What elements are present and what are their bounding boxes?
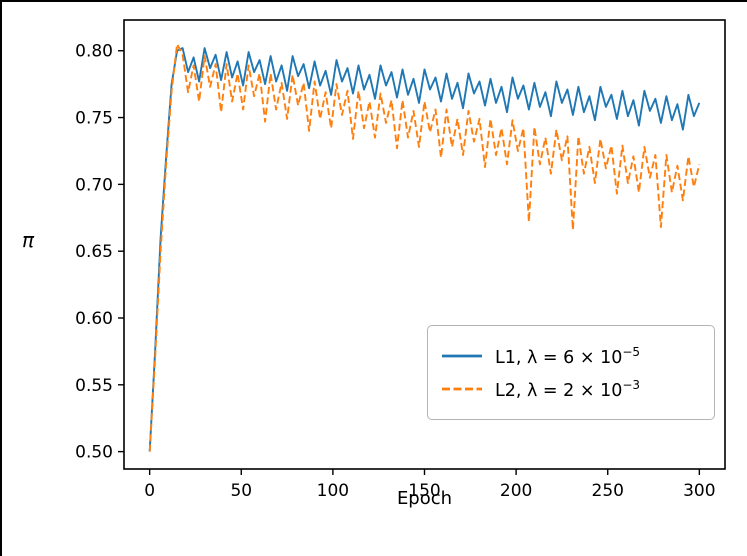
legend-label-l1: L1, λ = 6 × 10−5 bbox=[495, 345, 640, 368]
legend-label-l1-exp: −5 bbox=[622, 344, 641, 359]
y-axis-label: π bbox=[22, 228, 35, 252]
svg-text:100: 100 bbox=[317, 481, 349, 501]
svg-text:50: 50 bbox=[230, 481, 252, 501]
svg-text:0.50: 0.50 bbox=[75, 443, 113, 463]
svg-text:0.60: 0.60 bbox=[75, 309, 113, 329]
svg-text:0: 0 bbox=[144, 481, 155, 501]
legend-label-l2-exp: −3 bbox=[622, 377, 641, 392]
svg-text:0.75: 0.75 bbox=[75, 109, 113, 129]
x-axis-label: Epoch bbox=[396, 488, 453, 509]
legend-label-l2-main: L2, λ = 2 × 10 bbox=[495, 380, 623, 401]
legend-label-l1-main: L1, λ = 6 × 10 bbox=[495, 347, 623, 368]
svg-text:300: 300 bbox=[683, 481, 715, 501]
svg-text:0.70: 0.70 bbox=[75, 175, 113, 195]
legend-item-l2: L2, λ = 2 × 10−3 bbox=[441, 378, 714, 401]
legend-label-l2: L2, λ = 2 × 10−3 bbox=[495, 378, 640, 401]
legend: L1, λ = 6 × 10−5 L2, λ = 2 × 10−3 bbox=[427, 325, 715, 420]
svg-text:250: 250 bbox=[592, 481, 624, 501]
l2-line-sample-icon bbox=[442, 387, 482, 391]
svg-text:0.55: 0.55 bbox=[75, 376, 113, 396]
svg-text:200: 200 bbox=[500, 481, 532, 501]
legend-item-l1: L1, λ = 6 × 10−5 bbox=[441, 345, 714, 368]
svg-text:0.65: 0.65 bbox=[75, 242, 113, 262]
svg-text:150: 150 bbox=[408, 481, 440, 501]
l1-line-sample-icon bbox=[442, 354, 482, 358]
svg-text:0.80: 0.80 bbox=[75, 42, 113, 62]
